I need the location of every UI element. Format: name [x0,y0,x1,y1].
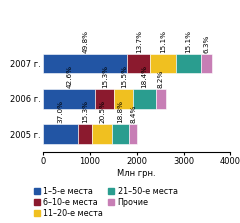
Bar [176,54,201,73]
Bar [150,54,176,73]
Text: 18.8%: 18.8% [118,100,124,123]
Text: 13.7%: 13.7% [136,29,142,53]
Bar [112,124,129,144]
Legend: 1–5-е места, 6–10-е места, 11–20-е места, 21–50-е места, Прочие: 1–5-е места, 6–10-е места, 11–20-е места… [33,186,179,219]
Text: 8.2%: 8.2% [158,69,164,88]
Text: 15.3%: 15.3% [102,65,108,88]
Bar [114,89,133,109]
Text: 18.4%: 18.4% [142,65,148,88]
Bar [96,89,114,109]
Bar [129,124,137,144]
Bar [156,89,166,109]
Text: 6.3%: 6.3% [203,34,209,53]
Text: 37.0%: 37.0% [58,100,64,123]
Bar [133,89,156,109]
Bar [43,54,127,73]
Text: 8.4%: 8.4% [130,105,136,123]
Bar [43,89,96,109]
Bar [78,124,92,144]
Text: 49.8%: 49.8% [82,29,88,53]
Text: 20.5%: 20.5% [99,100,105,123]
Bar [127,54,150,73]
Text: 15.1%: 15.1% [185,29,191,53]
Text: 15.1%: 15.1% [160,29,166,53]
Bar [43,124,78,144]
Text: 15.5%: 15.5% [121,65,127,88]
Text: 42.6%: 42.6% [66,65,72,88]
Bar [92,124,112,144]
Bar [201,54,212,73]
X-axis label: Млн грн.: Млн грн. [118,169,156,178]
Text: 15.3%: 15.3% [82,100,88,123]
